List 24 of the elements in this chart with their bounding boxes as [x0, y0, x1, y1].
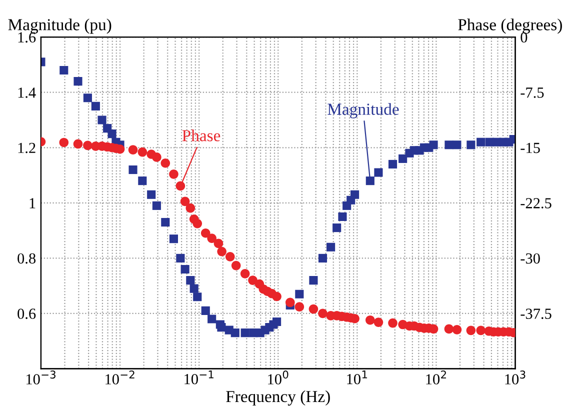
x-tick-label: 10$^{0}$ — [268, 370, 288, 384]
y-tick-label: 1.6 — [18, 32, 36, 43]
annotation: Phase — [182, 130, 220, 142]
annotation: Magnitude — [328, 103, 399, 118]
x-tick-label: 10$^{3}$ — [505, 370, 526, 384]
y2-tick-label: -7.5 — [520, 88, 544, 98]
y2-tick-label: 0 — [520, 32, 528, 43]
y-tick-label: 0.8 — [18, 253, 36, 264]
x-axis-title: Frequency (Hz) — [226, 390, 330, 406]
y-tick-label: 1 — [30, 198, 36, 208]
x-tick-label: 10$^{−2}$ — [106, 370, 134, 384]
y2-tick-label: -30 — [520, 253, 540, 264]
x-tick-label: 10$^{2}$ — [426, 370, 446, 384]
y2-tick-label: -15 — [520, 142, 540, 154]
x-tick-label: 10$^{−3}$ — [26, 370, 56, 384]
y-tick-label: 0.6 — [18, 308, 36, 319]
x-tick-label: 10$^{1}$ — [347, 370, 368, 384]
x-tick-label: 10$^{−1}$ — [184, 370, 214, 384]
y2-axis-title: Phase (degrees) — [458, 18, 562, 34]
y-tick-label: 1.2 — [18, 142, 36, 154]
y2-tick-label: -37.5 — [520, 308, 552, 319]
y2-tick-label: -22.5 — [520, 198, 552, 208]
y-tick-label: 1.4 — [18, 88, 36, 98]
y-axis-title: Magnitude (pu) — [8, 18, 112, 34]
